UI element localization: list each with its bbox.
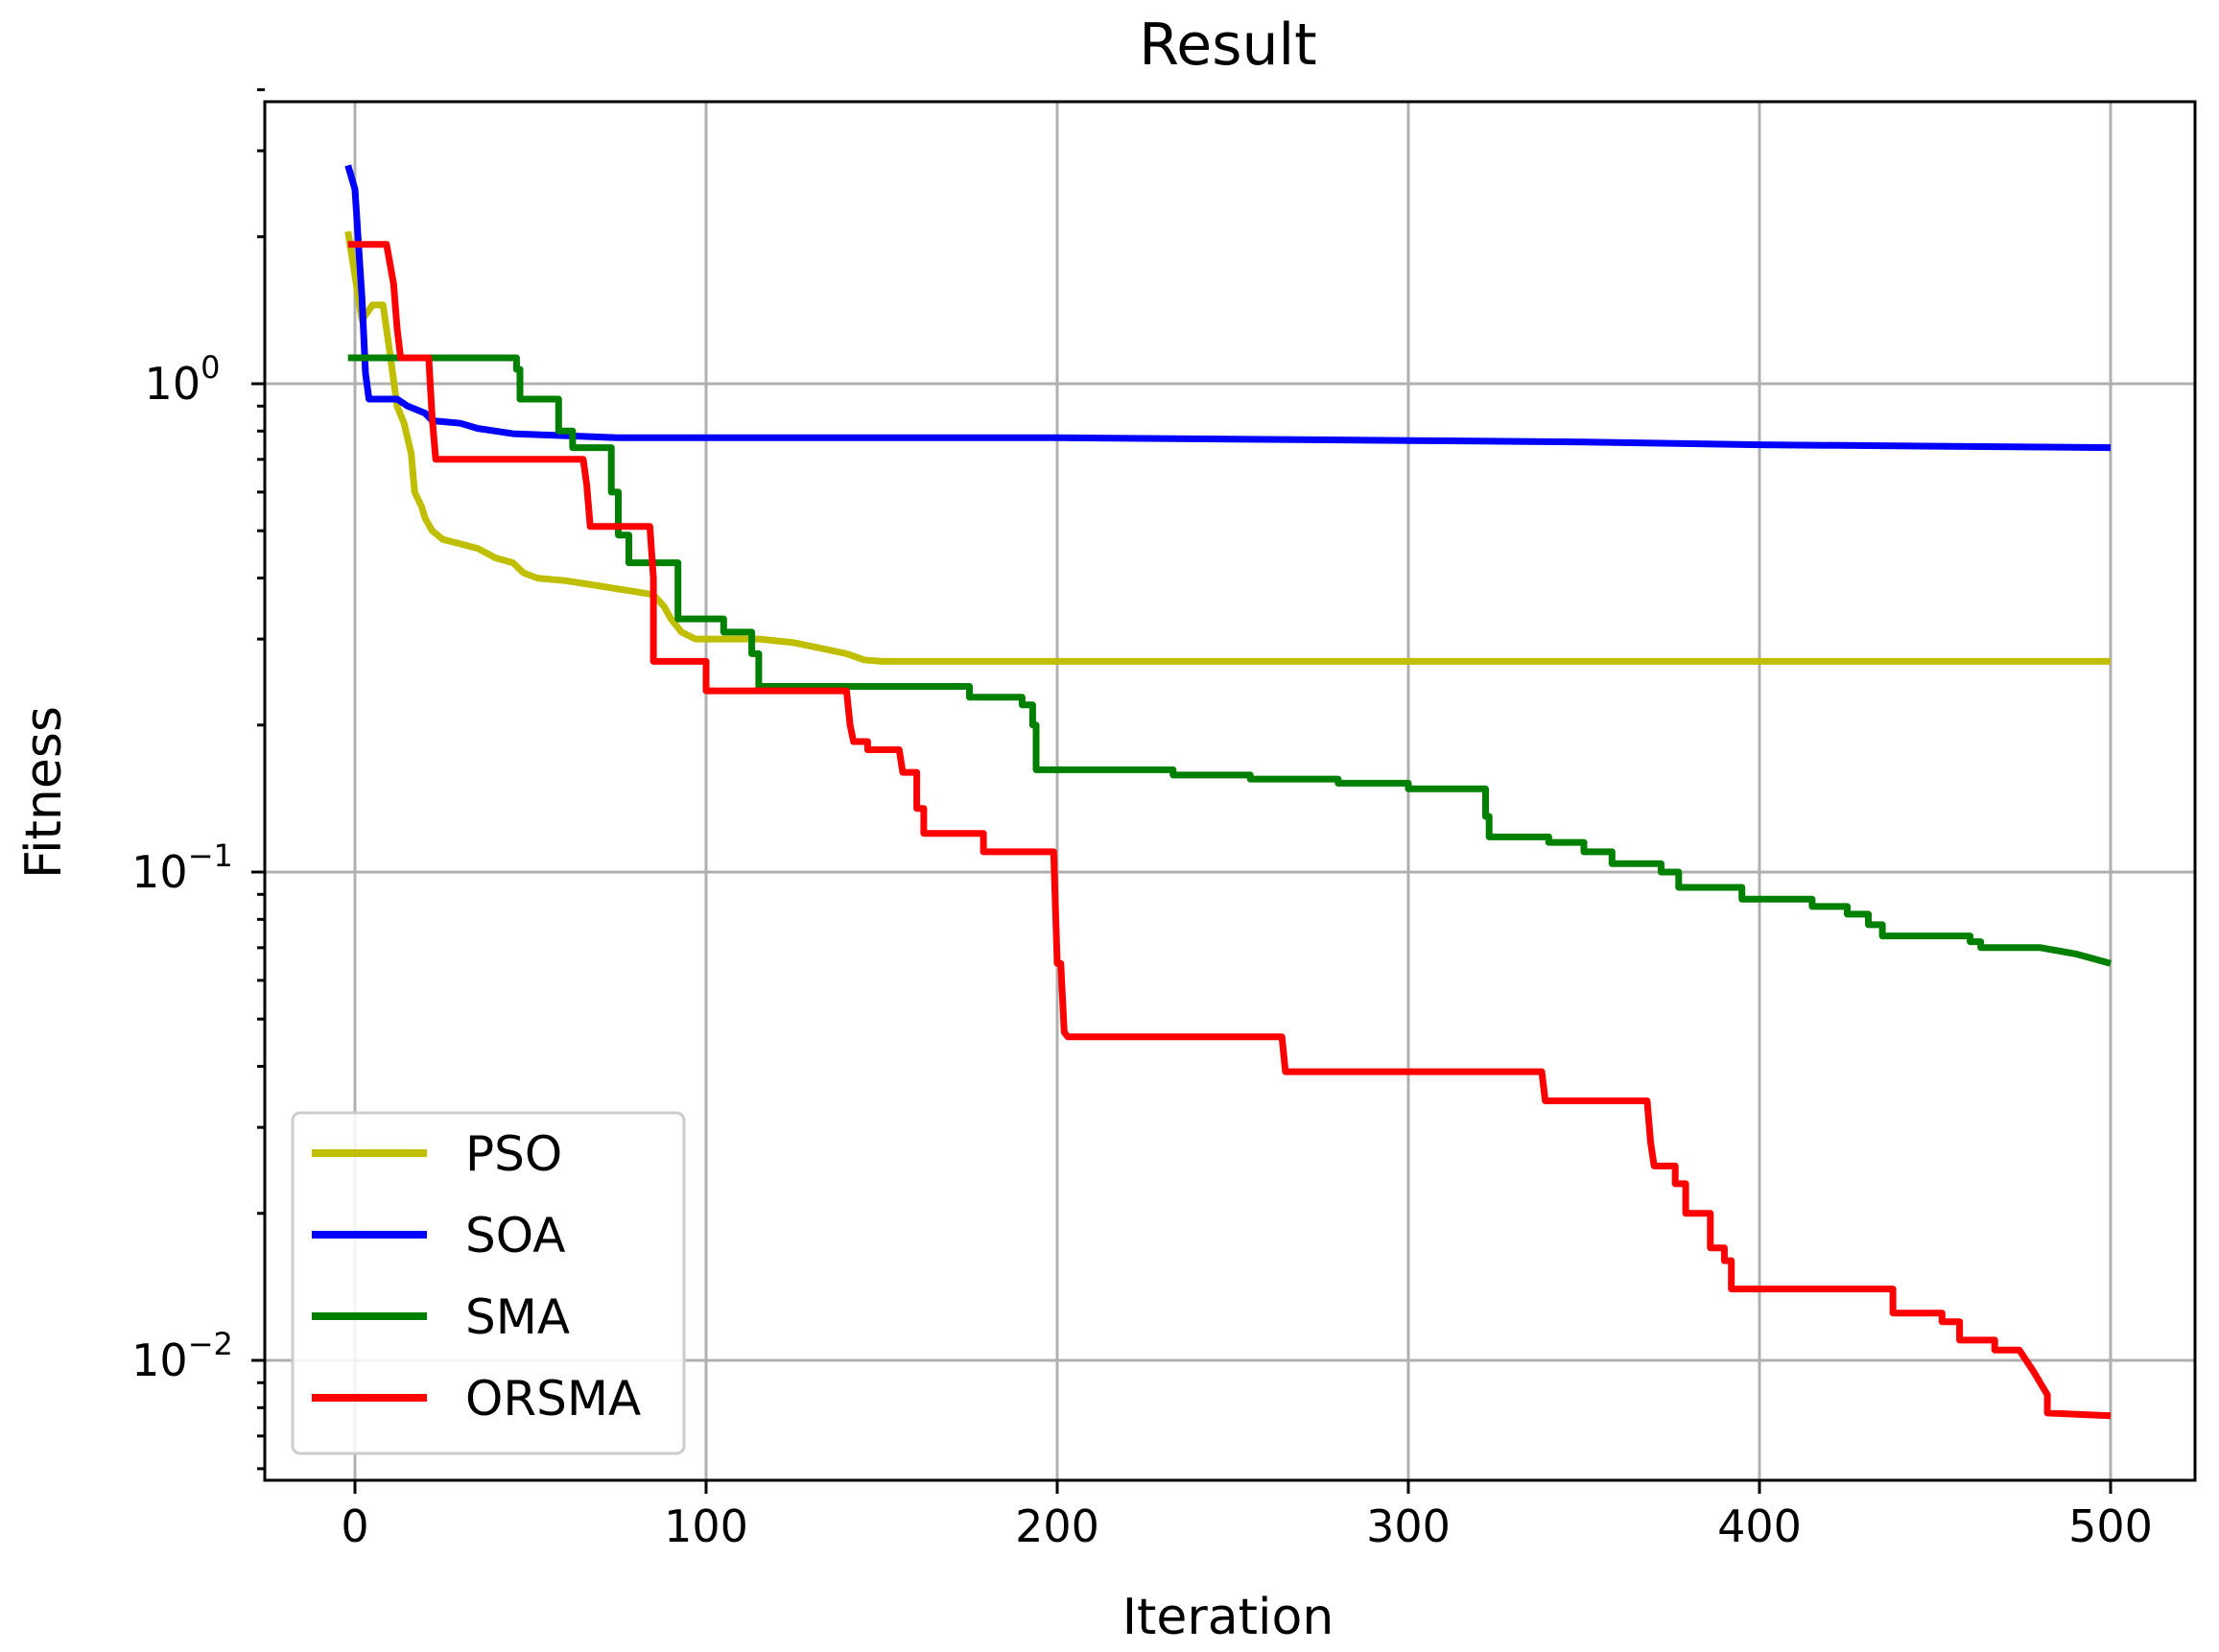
- y-axis-ticks: 100 10−1 10−2: [131, 88, 265, 1471]
- x-axis-label: Iteration: [1122, 1589, 1334, 1646]
- plot-frame: [263, 100, 2197, 1482]
- series-line-soa: [344, 164, 2112, 452]
- x-axis-ticks: 0 100 200 300 400 500: [341, 1480, 2153, 1552]
- legend-label-soa: SOA: [465, 1208, 565, 1263]
- y-tick-label-1: 10−1: [131, 838, 233, 898]
- legend-label-orsma: ORSMA: [465, 1371, 641, 1427]
- legend-label-sma: SMA: [465, 1289, 570, 1345]
- series-line-orsma: [347, 241, 2112, 1420]
- grid: [265, 102, 2195, 1480]
- x-tick-label-0: 0: [341, 1500, 368, 1552]
- series-line-pso: [344, 230, 2111, 665]
- series-lines: [344, 164, 2112, 1420]
- x-tick-label-100: 100: [664, 1500, 748, 1552]
- legend: PSO SOA SMA ORSMA: [291, 1111, 686, 1455]
- x-tick-label-200: 200: [1015, 1500, 1099, 1552]
- chart-title: Result: [1139, 12, 1316, 79]
- x-tick-label-500: 500: [2068, 1500, 2153, 1552]
- x-tick-label-400: 400: [1717, 1500, 1802, 1552]
- legend-box: [291, 1111, 686, 1455]
- legend-label-pso: PSO: [465, 1126, 562, 1182]
- y-axis-label: Fitness: [15, 706, 73, 879]
- series-line-sma: [347, 354, 2112, 967]
- y-tick-label-2: 10−2: [131, 1326, 233, 1386]
- x-tick-label-300: 300: [1366, 1500, 1451, 1552]
- y-tick-label-0: 100: [145, 349, 221, 410]
